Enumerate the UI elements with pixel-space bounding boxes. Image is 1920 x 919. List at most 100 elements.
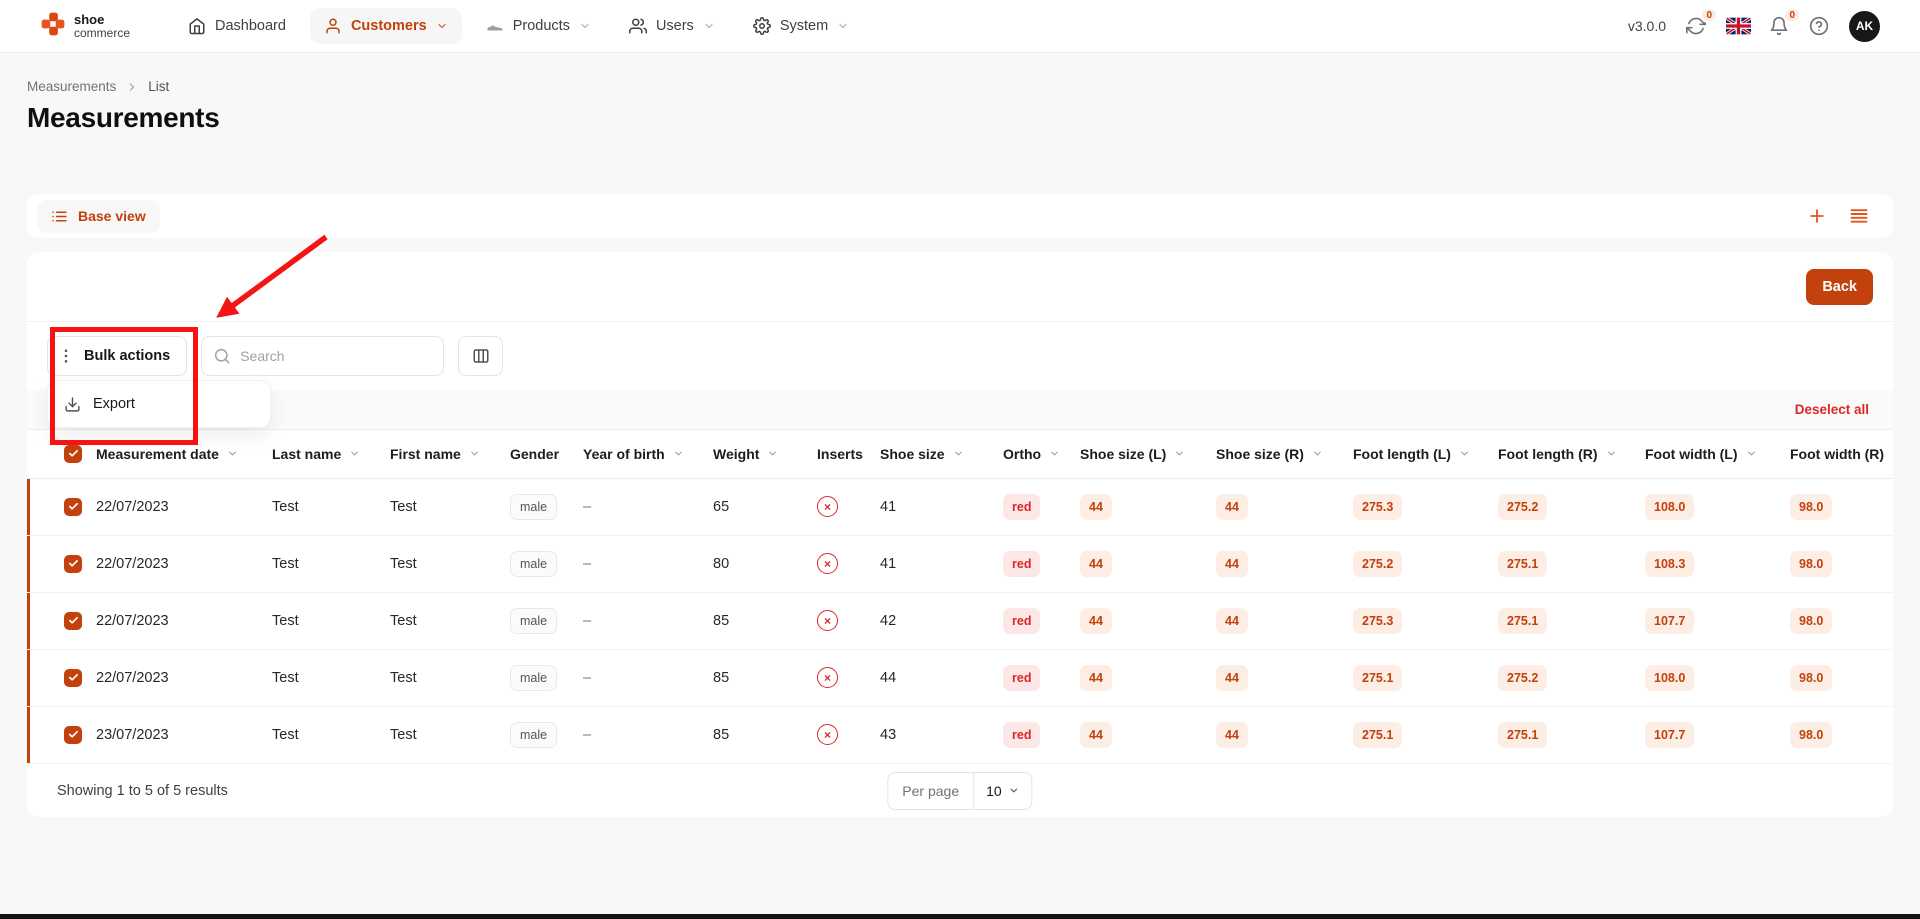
nav-item-customers[interactable]: Customers [309, 8, 462, 44]
column-settings-button[interactable] [458, 336, 504, 376]
columns-icon [472, 347, 490, 365]
download-icon [64, 396, 81, 413]
cell-select [27, 535, 96, 593]
cell-shoe_size: 41 [880, 535, 1003, 593]
cell-foot_width_r: 98.0 [1790, 592, 1893, 650]
select-all-checkbox[interactable] [64, 444, 82, 463]
breadcrumb: Measurements List [27, 79, 1893, 94]
foot_length_r-badge: 275.1 [1498, 721, 1548, 748]
column-header-shoe_size[interactable]: Shoe size [880, 430, 1003, 479]
table-toolbar: Bulk actions Export [27, 322, 1893, 428]
column-header-shoe_size_l[interactable]: Shoe size (L) [1080, 430, 1216, 479]
sort-chevron-icon [349, 448, 360, 459]
cell-ortho: red [1003, 535, 1080, 593]
breadcrumb-item-measurements[interactable]: Measurements [27, 79, 117, 94]
export-menu-item[interactable]: Export [47, 380, 271, 428]
cell-select [27, 649, 96, 707]
cell-last_name: Test [272, 592, 390, 650]
nav-item-system[interactable]: System [739, 8, 863, 44]
foot_width_r-badge: 98.0 [1790, 607, 1833, 634]
nav-item-products[interactable]: Products [472, 8, 605, 44]
top-navbar: shoe commerce Dashboard Customers Products… [0, 0, 1920, 53]
cell-ortho: red [1003, 478, 1080, 536]
measurements-table: Measurement date Last name First name Gende… [27, 430, 1893, 764]
breadcrumb-item-list[interactable]: List [148, 79, 170, 94]
inserts-no-icon: × [817, 667, 838, 688]
cell-foot_length_r: 275.1 [1498, 535, 1645, 593]
cell-first_name: Test [390, 706, 510, 764]
foot_width_l-badge: 107.7 [1645, 607, 1695, 634]
table-row[interactable]: 22/07/2023 Test Test male –85 × 42 red 44 44 275.3… [27, 592, 1893, 650]
cell-ortho: red [1003, 706, 1080, 764]
cell-foot_width_r: 98.0 [1790, 649, 1893, 707]
cell-first_name: Test [390, 649, 510, 707]
cell-foot_length_r: 275.2 [1498, 649, 1645, 707]
cell-first_name: Test [390, 535, 510, 593]
table-row[interactable]: 22/07/2023 Test Test male –85 × 44 red 44 44 275.1… [27, 649, 1893, 707]
gender-badge: male [510, 664, 558, 691]
column-header-ortho[interactable]: Ortho [1003, 430, 1080, 479]
inserts-no-icon: × [817, 610, 838, 631]
nav-item-dashboard[interactable]: Dashboard [174, 8, 300, 44]
row-checkbox[interactable] [64, 725, 82, 744]
per-page-value[interactable]: 10 [973, 772, 1032, 809]
ortho-badge: red [1003, 664, 1041, 691]
cell-date: 23/07/2023 [96, 706, 272, 764]
nav-item-users[interactable]: Users [615, 8, 729, 44]
language-flag-uk-icon[interactable] [1726, 17, 1751, 35]
row-checkbox[interactable] [64, 497, 82, 516]
user-avatar[interactable]: AK [1849, 10, 1880, 42]
sort-chevron-icon [1174, 448, 1185, 459]
table-row[interactable]: 22/07/2023 Test Test male –65 × 41 red 44 44 275.3… [27, 478, 1893, 536]
cell-foot_width_l: 108.0 [1645, 478, 1790, 536]
bottom-edge-strip [0, 914, 1920, 919]
select-all-header [27, 430, 96, 479]
column-header-foot_length_r[interactable]: Foot length (R) [1498, 430, 1645, 479]
cell-year_of_birth: – [583, 706, 713, 764]
cell-weight: 85 [713, 649, 817, 707]
bulk-actions-button[interactable]: Bulk actions [47, 336, 188, 376]
column-header-weight[interactable]: Weight [713, 430, 817, 479]
cell-ortho: red [1003, 649, 1080, 707]
row-checkbox[interactable] [64, 668, 82, 687]
app-logo[interactable]: shoe commerce [40, 11, 130, 42]
cell-inserts: × [817, 706, 880, 764]
table-row[interactable]: 23/07/2023 Test Test male –85 × 43 red 44 44 275.1… [27, 706, 1893, 764]
sync-button[interactable]: 0 [1686, 7, 1718, 37]
back-button[interactable]: Back [1806, 268, 1873, 305]
sort-chevron-icon [953, 448, 964, 459]
cell-select [27, 478, 96, 536]
help-button[interactable] [1809, 15, 1831, 37]
plus-icon[interactable] [1807, 206, 1827, 226]
column-header-foot_width_l[interactable]: Foot width (L) [1645, 430, 1790, 479]
column-header-foot_length_l[interactable]: Foot length (L) [1353, 430, 1498, 479]
cell-shoe_size_l: 44 [1080, 478, 1216, 536]
column-header-first_name[interactable]: First name [390, 430, 510, 479]
foot_length_r-badge: 275.2 [1498, 664, 1548, 691]
cell-shoe_size: 42 [880, 592, 1003, 650]
cell-foot_width_r: 98.0 [1790, 706, 1893, 764]
cell-date: 22/07/2023 [96, 592, 272, 650]
cell-foot_width_r: 98.0 [1790, 478, 1893, 536]
rows-icon[interactable] [1849, 206, 1869, 226]
row-checkbox[interactable] [64, 611, 82, 630]
cell-shoe_size: 44 [880, 649, 1003, 707]
search-input[interactable] [201, 336, 445, 376]
column-header-date[interactable]: Measurement date [96, 430, 272, 479]
column-header-shoe_size_r[interactable]: Shoe size (R) [1216, 430, 1353, 479]
cell-inserts: × [817, 478, 880, 536]
chevron-down-icon [703, 20, 715, 32]
column-header-year_of_birth[interactable]: Year of birth [583, 430, 713, 479]
table-row[interactable]: 22/07/2023 Test Test male –80 × 41 red 44 44 275.2… [27, 535, 1893, 593]
base-view-button[interactable]: Base view [37, 199, 160, 233]
cell-year_of_birth: – [583, 592, 713, 650]
cell-shoe_size: 43 [880, 706, 1003, 764]
foot_width_r-badge: 98.0 [1790, 721, 1833, 748]
cell-last_name: Test [272, 478, 390, 536]
deselect-all-link[interactable]: Deselect all [1794, 402, 1869, 417]
row-checkbox[interactable] [64, 554, 82, 573]
column-header-last_name[interactable]: Last name [272, 430, 390, 479]
cell-shoe_size_l: 44 [1080, 706, 1216, 764]
notifications-button[interactable]: 0 [1769, 7, 1801, 37]
results-summary: Showing 1 to 5 of 5 results [57, 782, 228, 799]
